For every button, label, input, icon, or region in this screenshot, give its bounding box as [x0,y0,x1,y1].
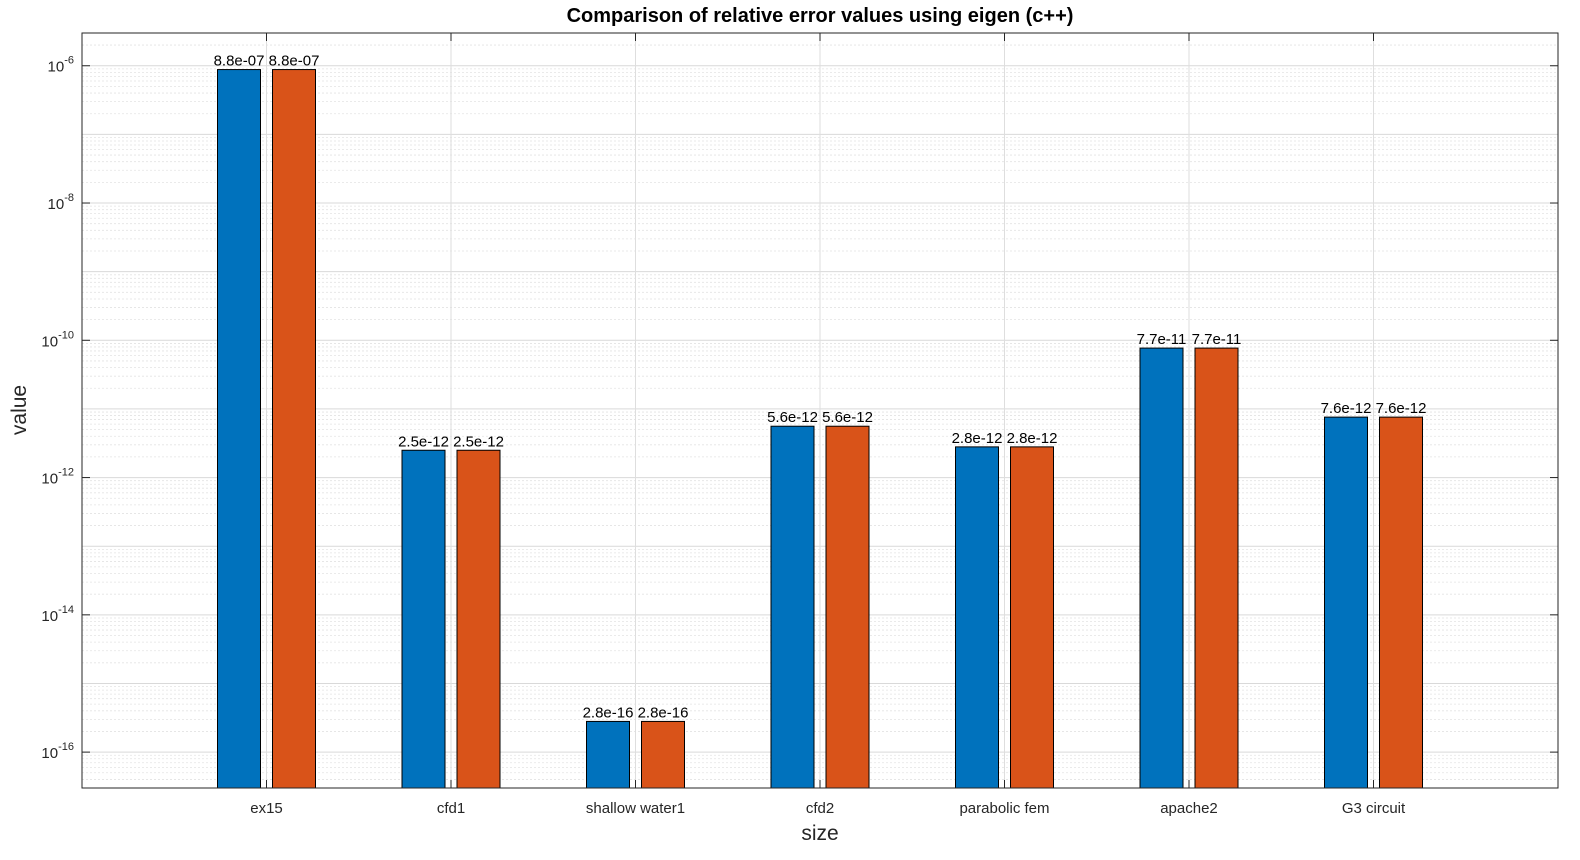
bar [1010,446,1054,789]
x-tick-label: cfd2 [806,800,834,817]
y-axis-label: value [8,385,31,435]
data-label: 2.5e-12 [398,433,449,450]
x-tick-label: shallow water1 [586,800,685,817]
data-label: 2.5e-12 [453,433,504,450]
data-label: 2.8e-16 [583,704,634,721]
x-tick-label: G3 circuit [1342,800,1406,817]
y-tick-label: 10-12 [41,467,74,488]
y-tick-label: 10-10 [41,329,74,350]
data-label: 7.6e-12 [1321,400,1372,417]
bar [770,425,815,789]
bar [456,449,501,789]
data-label: 2.8e-12 [952,430,1003,447]
bar [1139,347,1184,789]
x-axis-label: size [801,822,838,845]
y-tick-label: 10-16 [41,741,74,762]
bar [955,446,999,789]
x-tick-label: cfd1 [437,800,465,817]
x-tick-labels: ex15 cfd1 shallow water1 cfd2 parabolic fem a… [250,800,1406,817]
data-labels: 8.8e-07 2.5e-12 2.8e-16 5.6e-12 2.8e-12 7.7e-… [214,53,1427,722]
bar [272,69,316,789]
bar [217,69,261,789]
bar [1324,416,1368,789]
data-label: 7.6e-12 [1376,400,1427,417]
y-tick-label: 10-8 [48,192,74,213]
data-label: 2.8e-12 [1007,430,1058,447]
bar [1194,347,1239,789]
bars [217,69,1423,789]
data-label: 8.8e-07 [214,53,265,70]
data-label: 5.6e-12 [822,409,873,426]
y-tick-label: 10-6 [48,55,74,76]
x-tick-label: apache2 [1160,800,1218,817]
bar [825,425,870,789]
data-label: 7.7e-11 [1137,331,1187,348]
x-tick-label: ex15 [250,800,283,817]
y-tick-label: 10-14 [41,604,74,625]
data-label: 8.8e-07 [269,53,320,70]
data-label: 2.8e-16 [638,704,689,721]
ticks [82,33,1558,788]
x-tick-label: parabolic fem [959,800,1049,817]
bar [586,720,630,789]
bar [641,720,685,789]
bar [401,449,446,789]
chart-title: Comparison of relative error values usin… [567,5,1074,27]
data-label: 7.7e-11 [1192,331,1242,348]
data-label: 5.6e-12 [767,409,818,426]
y-tick-labels: 10-16 10-14 10-12 10-10 10-8 10-6 [41,55,74,762]
bar [1379,416,1423,789]
grid [82,33,1558,788]
